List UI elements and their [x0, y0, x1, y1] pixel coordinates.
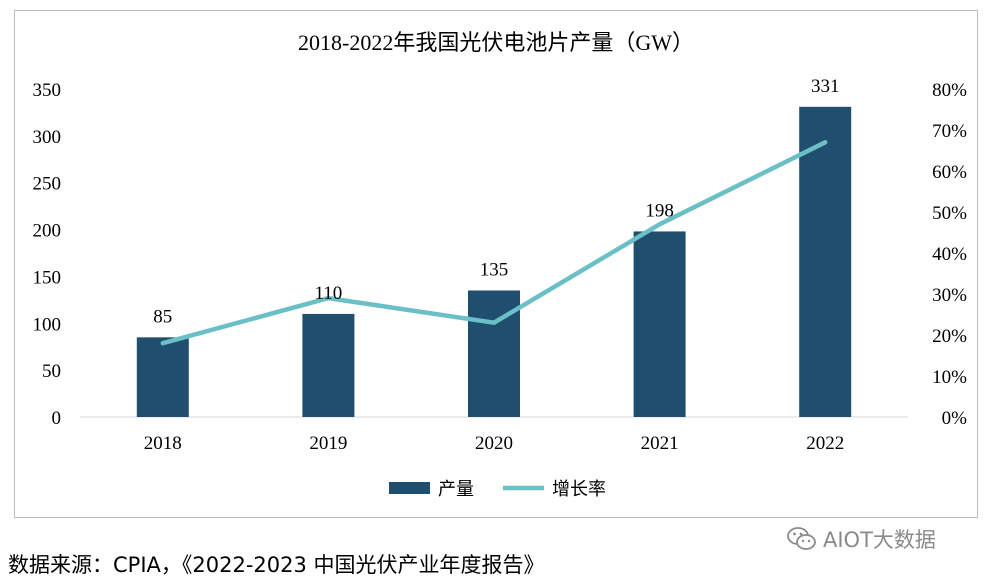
y-left-tick-label: 50 — [42, 361, 61, 382]
x-tick-label: 2020 — [475, 433, 513, 454]
chart-title: 2018-2022年我国光伏电池片产量（GW） — [298, 30, 694, 55]
bar — [136, 337, 189, 417]
y-left-tick-label: 200 — [33, 221, 62, 242]
y-left-tick-label: 100 — [33, 314, 62, 335]
x-tick-label: 2022 — [806, 433, 844, 454]
y-right-tick-label: 20% — [932, 326, 967, 347]
wechat-icon — [787, 527, 816, 550]
y-left-tick-label: 0 — [52, 408, 62, 429]
y-right-tick-label: 70% — [932, 121, 967, 142]
x-tick-label: 2019 — [309, 433, 347, 454]
y-left-tick-label: 350 — [33, 80, 62, 101]
y-right-tick-label: 60% — [932, 162, 967, 183]
y-left-tick-label: 250 — [33, 174, 62, 195]
y-right-tick-label: 50% — [932, 203, 967, 224]
bar-data-label: 85 — [153, 306, 172, 327]
watermark-text: AIOT大数据 — [823, 528, 936, 552]
bar — [633, 231, 686, 417]
chart-frame — [14, 10, 978, 518]
y-left-tick-label: 300 — [33, 127, 62, 148]
source-note: 数据来源：CPIA，《2022-2023 中国光伏产业年度报告》 — [8, 553, 545, 577]
bar-data-label: 110 — [315, 283, 343, 304]
y-left-tick-label: 150 — [33, 267, 62, 288]
legend-swatch-bar — [389, 482, 430, 494]
y-right-tick-label: 80% — [932, 80, 967, 101]
bar — [302, 313, 355, 417]
x-tick-label: 2021 — [641, 433, 679, 454]
watermark: AIOT大数据 — [787, 523, 936, 555]
y-right-tick-label: 30% — [932, 285, 967, 306]
legend-label: 增长率 — [552, 479, 606, 500]
bar-data-label: 135 — [480, 259, 509, 280]
legend-label: 产量 — [438, 479, 474, 500]
x-tick-label: 2018 — [144, 433, 182, 454]
y-right-tick-label: 0% — [942, 408, 968, 429]
bar — [799, 106, 852, 417]
growth-rate-line — [160, 140, 828, 346]
y-right-tick-label: 40% — [932, 244, 967, 265]
y-right-tick-label: 10% — [932, 367, 967, 388]
bar-data-label: 198 — [645, 200, 674, 221]
bar-data-label: 331 — [811, 76, 840, 97]
